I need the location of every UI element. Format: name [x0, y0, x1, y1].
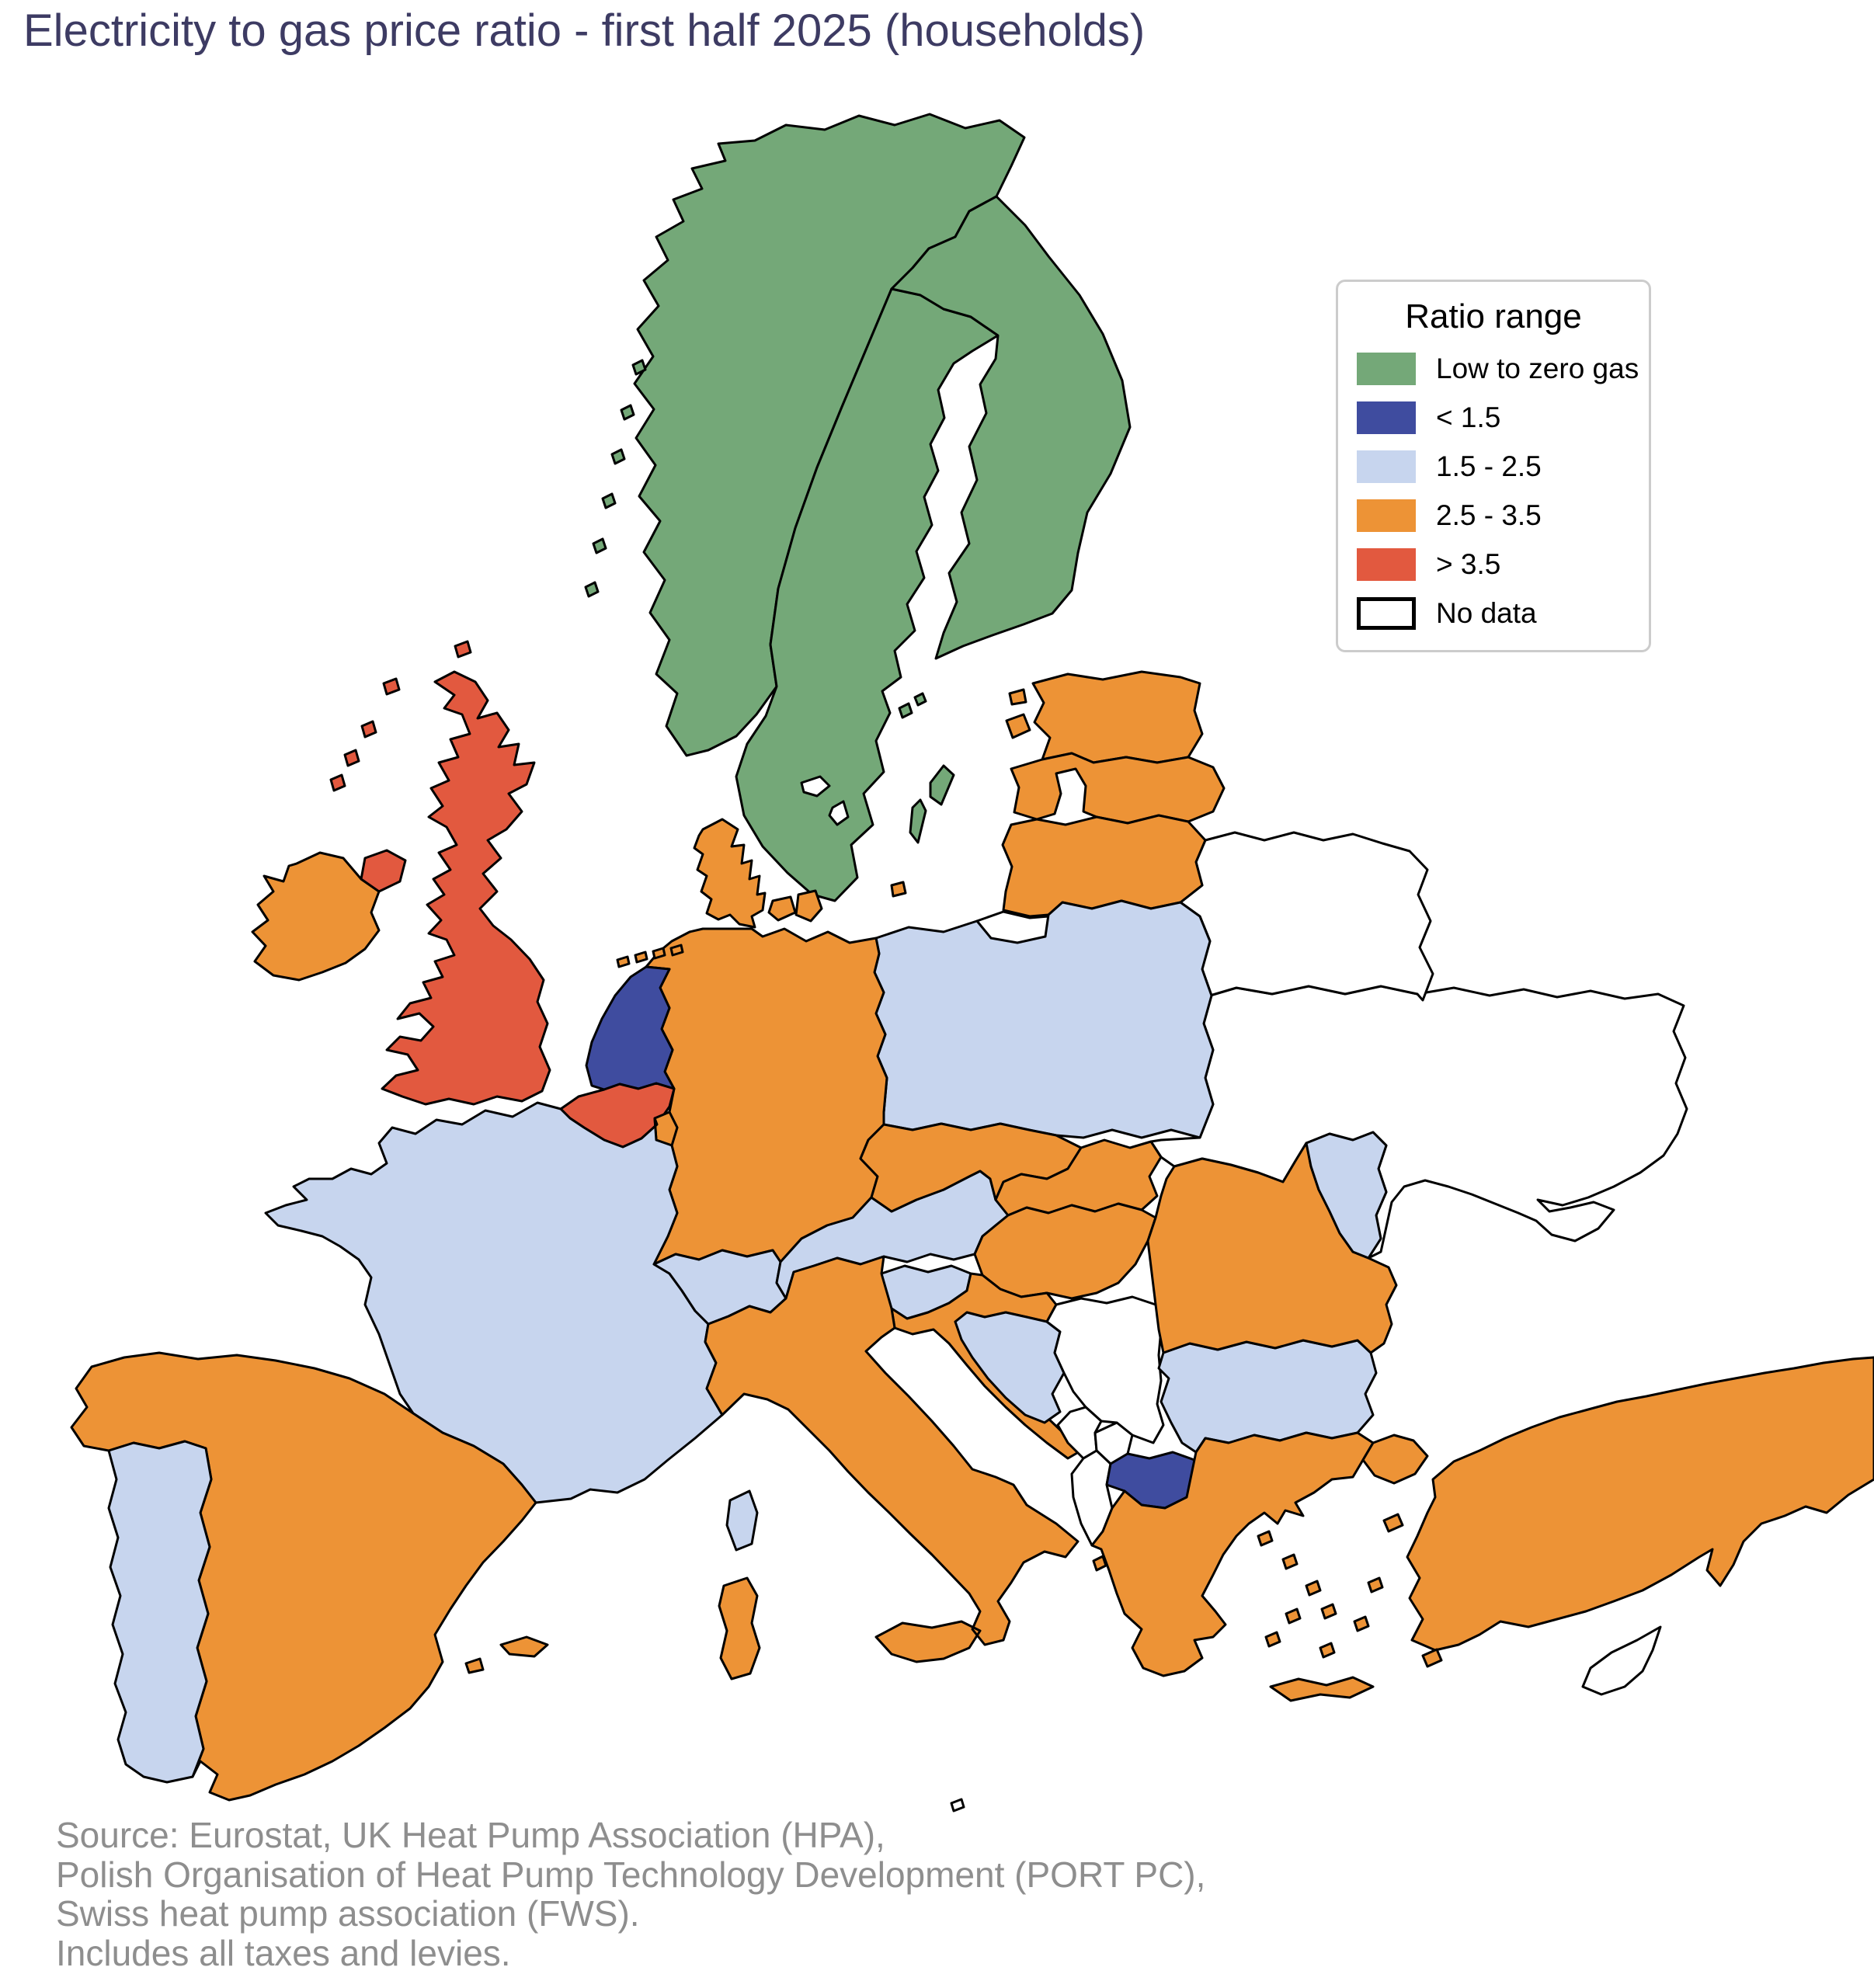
- source-note: Source: Eurostat, UK Heat Pump Associati…: [56, 1816, 1205, 1972]
- legend-swatch-low_zero_gas: [1357, 353, 1416, 385]
- legend-box: Ratio range Low to zero gas < 1.5 1.5 - 2.…: [1336, 280, 1651, 652]
- legend-swatch-gt_3_5: [1357, 548, 1416, 581]
- country-denmark: Denmark: [693, 818, 907, 929]
- country-germany: Germany: [645, 927, 888, 1266]
- source-line-3: Swiss heat pump association (FWS).: [56, 1893, 640, 1934]
- legend-label: Low to zero gas: [1436, 353, 1639, 384]
- legend-item-gt_3_5: > 3.5: [1357, 548, 1630, 581]
- aland-islands: [898, 692, 927, 719]
- country-italy: Italy: [704, 1255, 1080, 1680]
- scottish-islands: [329, 640, 472, 792]
- norwegian-coastal-islands: [584, 359, 647, 598]
- lake-vanern: [800, 775, 831, 798]
- legend-swatch-r_2_5_3_5: [1357, 499, 1416, 532]
- legend-label: > 3.5: [1436, 548, 1501, 580]
- source-line-1: Source: Eurostat, UK Heat Pump Associati…: [56, 1815, 885, 1855]
- legend-item-lt_1_5: < 1.5: [1357, 401, 1630, 434]
- country-romania: Romania: [1146, 1142, 1398, 1354]
- country-latvia: Latvia: [1010, 752, 1226, 825]
- legend-item-r_1_5_2_5: 1.5 - 2.5: [1357, 450, 1630, 483]
- frisian-islands: [616, 944, 684, 968]
- legend-swatch-r_1_5_2_5: [1357, 450, 1416, 483]
- source-line-4: Includes all taxes and levies.: [56, 1932, 511, 1973]
- legend-label: 1.5 - 2.5: [1436, 450, 1542, 482]
- legend-label: No data: [1436, 597, 1537, 629]
- country-finland: Finland: [890, 195, 1132, 660]
- country-belarus: Belarus: [1179, 831, 1434, 1002]
- map-decorations: [329, 359, 1443, 1812]
- country-estonia: Estonia: [1005, 670, 1204, 764]
- country-poland: Poland: [873, 899, 1215, 1139]
- legend-label: 2.5 - 3.5: [1436, 499, 1542, 531]
- malta-island: [950, 1798, 965, 1812]
- legend-swatch-lt_1_5: [1357, 401, 1416, 434]
- aegean-islands: [1092, 1513, 1443, 1668]
- country-cyprus: Cyprus: [1581, 1625, 1662, 1696]
- country-lithuania: Lithuania: [1001, 814, 1207, 918]
- lake-vattern: [828, 800, 850, 826]
- legend-item-no_data: No data: [1357, 597, 1630, 630]
- country-hungary: Hungary: [973, 1202, 1157, 1300]
- legend-item-r_2_5_3_5: 2.5 - 3.5: [1357, 499, 1630, 532]
- country-uk: United Kingdom: [360, 670, 551, 1106]
- country-netherlands: Netherlands: [585, 965, 676, 1091]
- country-ireland: Ireland: [251, 851, 381, 982]
- legend-label: < 1.5: [1436, 401, 1501, 433]
- legend-title: Ratio range: [1405, 297, 1582, 335]
- country-serbia: Serbia: [1045, 1295, 1165, 1444]
- country-turkey: Turkey: [1361, 1356, 1874, 1652]
- page-title: Electricity to gas price ratio - first h…: [23, 5, 1146, 56]
- legend-item-low_zero_gas: Low to zero gas: [1357, 353, 1639, 385]
- country-portugal: Portugal: [107, 1440, 213, 1784]
- country-moldova: Moldova: [1305, 1131, 1388, 1260]
- source-line-2: Polish Organisation of Heat Pump Technol…: [56, 1854, 1206, 1895]
- country-bosnia: Bosnia and Herzegovina: [954, 1311, 1066, 1424]
- legend-swatch-no_data: [1357, 597, 1416, 630]
- country-greece: Greece: [1090, 1431, 1375, 1702]
- country-spain: Spain: [70, 1351, 549, 1802]
